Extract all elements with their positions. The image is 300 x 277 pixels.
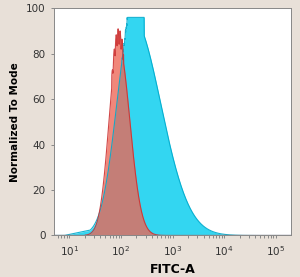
Y-axis label: Normalized To Mode: Normalized To Mode xyxy=(11,62,20,182)
X-axis label: FITC-A: FITC-A xyxy=(150,263,195,276)
